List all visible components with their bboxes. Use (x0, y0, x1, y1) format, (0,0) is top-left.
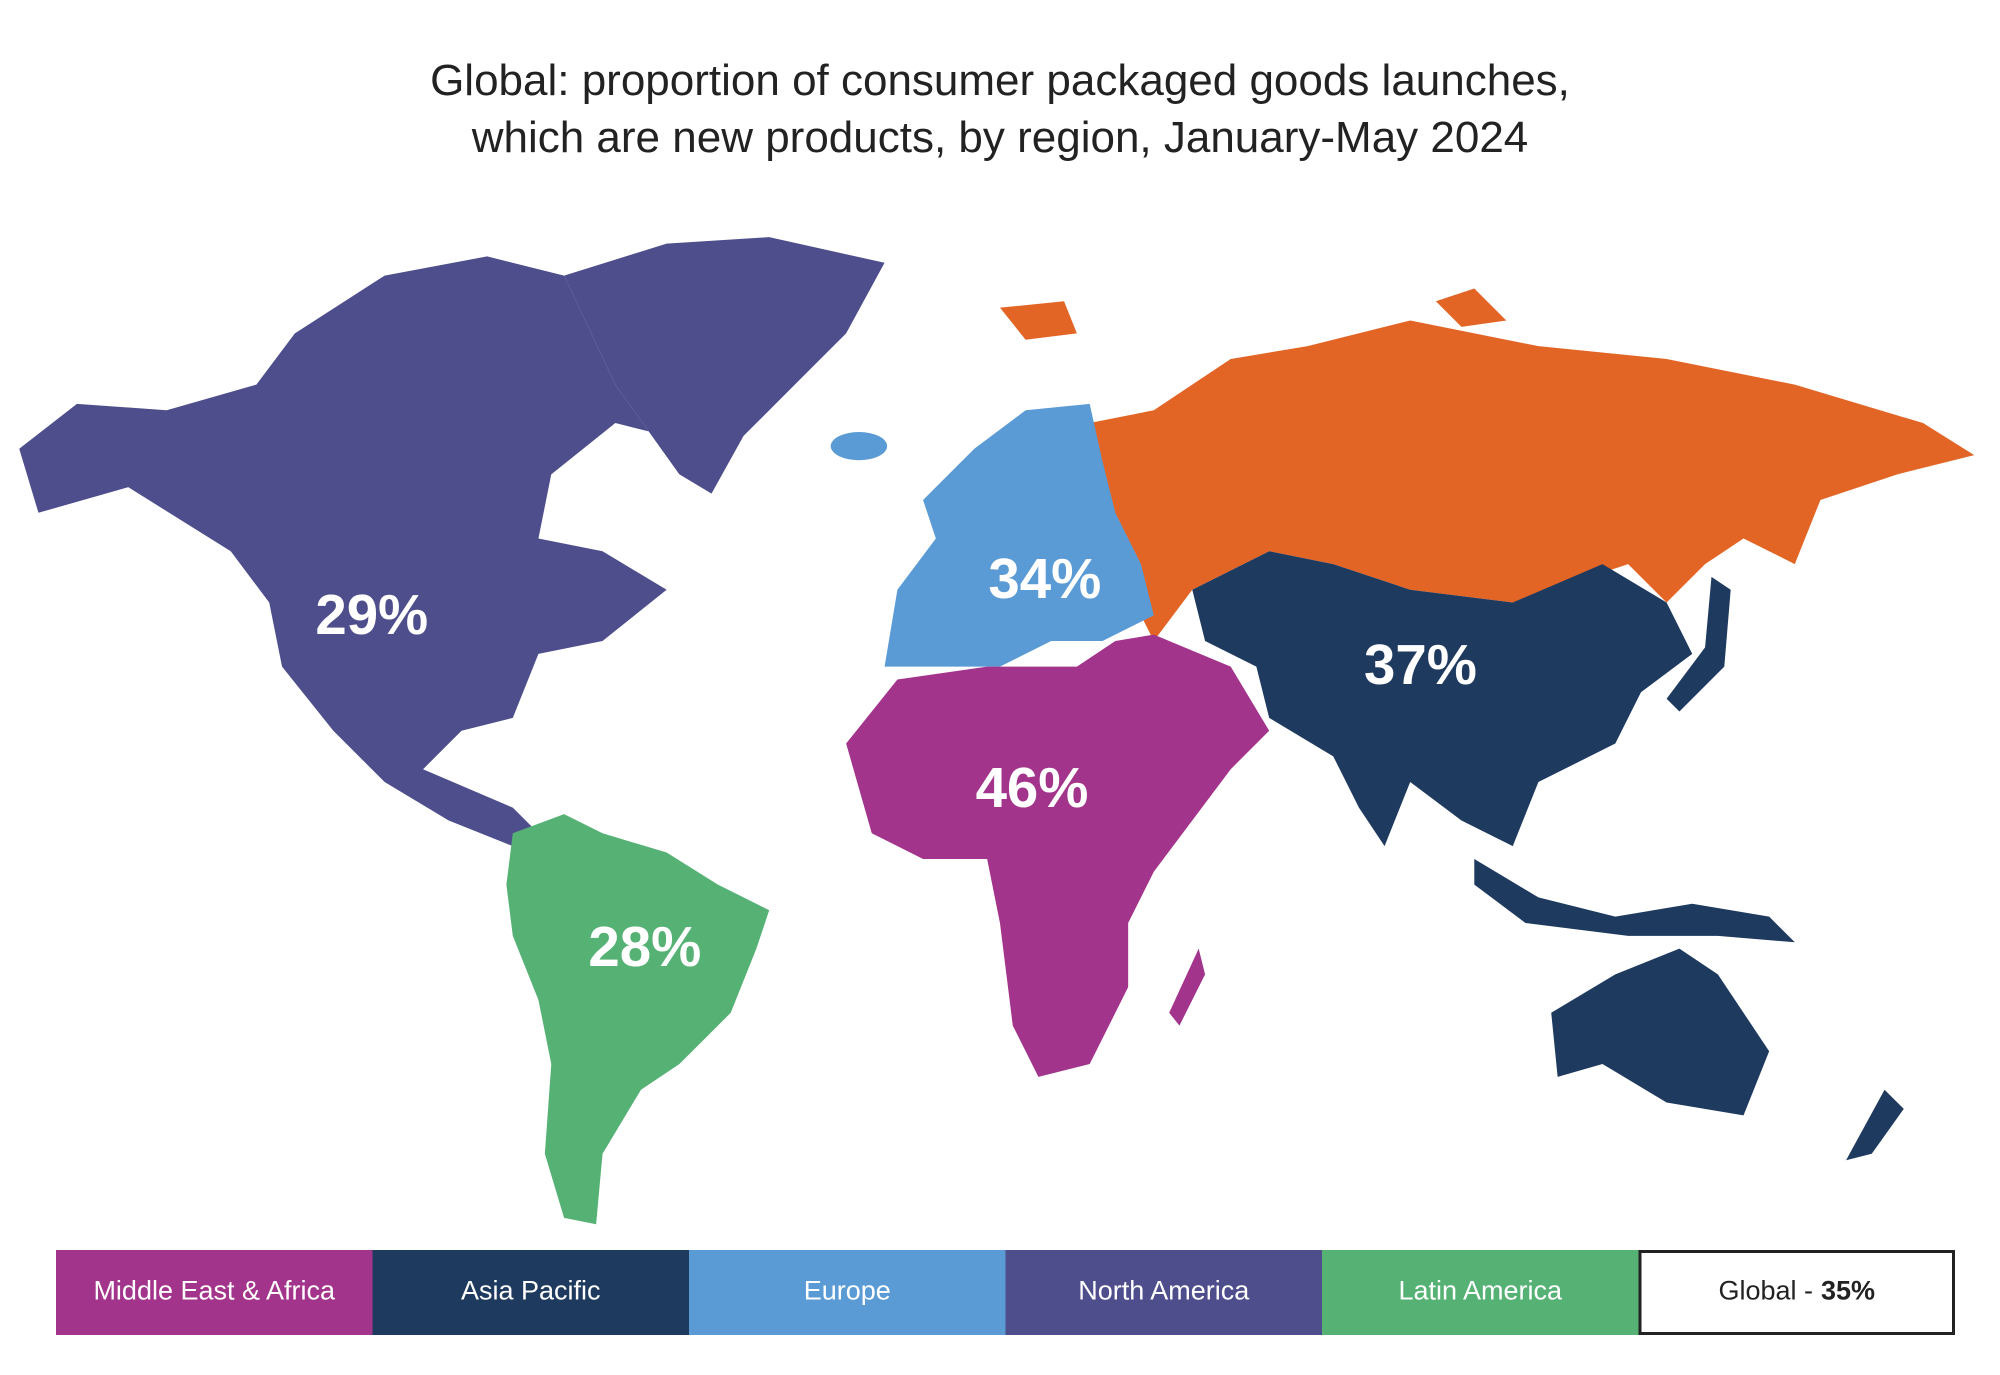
svalbard (999, 301, 1077, 340)
legend-label: Latin America (1398, 1276, 1563, 1306)
title-line: Global: proportion of consumer packaged … (430, 56, 1570, 105)
region-iceland (830, 432, 888, 461)
value-label: 46% (976, 756, 1089, 819)
legend-swatch (1005, 1250, 1322, 1335)
legend: Middle East & Africa Asia Pacific Europe No… (56, 1250, 1955, 1335)
region-asia (1192, 551, 1693, 847)
region-latin-america (506, 814, 770, 1225)
value-label: 34% (988, 547, 1101, 610)
russia (1089, 320, 1975, 642)
region-north-america (19, 256, 680, 847)
legend-swatch (372, 1250, 689, 1335)
legend-label: North America (1078, 1276, 1250, 1306)
value-label: 29% (315, 583, 428, 646)
value-label: 37% (1364, 633, 1477, 696)
legend-swatch (56, 1250, 373, 1335)
region-madagascar (1169, 948, 1206, 1026)
legend-label: Middle East & Africa (93, 1276, 336, 1306)
map: 46% 37% 34% 29% 28% (19, 237, 1975, 1225)
legend-swatch (1322, 1250, 1639, 1335)
title-line: which are new products, by region, Janua… (471, 113, 1529, 162)
legend-global-box (1638, 1250, 1955, 1335)
region-europe (884, 403, 1154, 667)
region-australia (1551, 948, 1770, 1116)
legend-swatch (689, 1250, 1006, 1335)
arctic-island (1435, 288, 1507, 327)
legend-label: Europe (804, 1276, 891, 1306)
region-new-zealand (1846, 1089, 1904, 1161)
legend-global: Global - 35% (1718, 1276, 1875, 1306)
value-label: 28% (588, 915, 701, 978)
global-label: Global - (1718, 1276, 1813, 1306)
region-greenland (564, 237, 885, 494)
global-value: 35% (1821, 1276, 1875, 1306)
legend-label: Asia Pacific (461, 1276, 601, 1306)
region-indonesia (1474, 858, 1795, 943)
region-japan (1666, 576, 1731, 712)
region-middle-east-africa (846, 634, 1270, 1077)
